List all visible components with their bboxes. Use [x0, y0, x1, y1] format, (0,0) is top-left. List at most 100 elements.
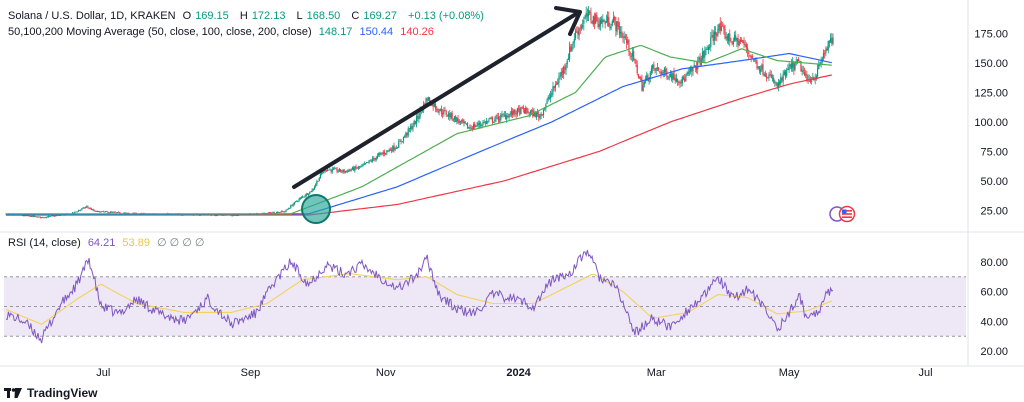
candle-body [709, 47, 711, 48]
candle [826, 46, 828, 52]
candle [716, 31, 718, 42]
candle [89, 207, 91, 210]
rsi-ma-value: 53.89 [122, 237, 150, 249]
candle [526, 107, 528, 115]
candle-body [680, 82, 682, 84]
candle-body [328, 169, 330, 171]
candle-body [124, 212, 126, 214]
candle-body [113, 212, 115, 213]
candle [337, 169, 339, 173]
ma200-value: 140.26 [400, 26, 434, 38]
candle-body [605, 21, 607, 23]
candle [281, 210, 284, 213]
candle [598, 17, 600, 30]
candle [792, 57, 794, 72]
candle [685, 73, 687, 82]
candle [582, 19, 584, 30]
candle-body [725, 37, 727, 38]
candle [561, 67, 564, 79]
candle-body [296, 201, 298, 202]
candle [451, 110, 453, 122]
candle-body [608, 17, 610, 27]
candle-body [540, 113, 542, 117]
candle [550, 90, 552, 103]
candle-body [788, 67, 790, 71]
candle-body [665, 68, 667, 73]
ma100-value: 150.44 [359, 26, 394, 38]
tradingview-brand[interactable]: TradingView [4, 386, 97, 400]
candle-body [455, 116, 457, 123]
candle [802, 66, 804, 75]
candle-body [782, 73, 784, 82]
candle-body [502, 114, 504, 116]
candle [366, 162, 368, 164]
candle-body [580, 26, 583, 29]
candle-body [428, 97, 431, 103]
candle-body [388, 149, 390, 152]
candle-body [572, 42, 574, 45]
us-flag-icon[interactable] [828, 205, 858, 223]
candle-body [355, 166, 357, 168]
candle [774, 79, 776, 87]
candle-body [622, 36, 624, 38]
candle [88, 207, 90, 210]
candle-body [55, 215, 57, 217]
price-tick-label: 100.00 [974, 117, 1008, 129]
candle-body [755, 57, 757, 63]
candle-body [742, 40, 744, 43]
candle [676, 78, 679, 86]
candle-body [535, 112, 537, 118]
candle [399, 138, 401, 142]
candle [680, 79, 682, 87]
annotations [292, 6, 582, 224]
candle [794, 61, 796, 72]
candle [31, 215, 33, 218]
time-tick-label: 2024 [506, 367, 531, 379]
candle-body [784, 71, 787, 77]
candle [820, 56, 822, 68]
candle [410, 123, 412, 133]
candle-body [646, 75, 648, 80]
candle [611, 19, 613, 27]
candle-body [546, 100, 548, 104]
candle-body [50, 215, 52, 217]
candle-body [694, 65, 696, 67]
candle [341, 169, 343, 173]
candle [697, 56, 699, 75]
candle [414, 120, 416, 125]
candle-body [44, 217, 46, 219]
candle-body [372, 158, 374, 162]
symbol-legend: Solana / U.S. Dollar, 1D, KRAKEN O 169.15… [8, 10, 488, 22]
candle [623, 31, 625, 44]
candle-body [560, 71, 562, 77]
candle-body [364, 163, 367, 164]
candle-body [776, 82, 778, 87]
candle-body [305, 193, 307, 197]
candle-body [337, 171, 339, 173]
candle-body [750, 56, 752, 58]
candle-body [756, 61, 758, 69]
candle [318, 177, 320, 182]
candle [744, 40, 746, 48]
time-tick-label: May [779, 367, 800, 379]
candle-body [559, 76, 561, 77]
candle [116, 212, 119, 213]
candle-body [306, 193, 308, 195]
candle-body [597, 20, 599, 27]
candle [730, 37, 732, 43]
candle [687, 67, 689, 77]
candle [500, 113, 502, 123]
candle [625, 33, 628, 49]
candle-body [649, 72, 651, 79]
candle [264, 212, 266, 214]
candle [782, 70, 784, 86]
candle [832, 33, 834, 46]
candle-body [290, 205, 292, 208]
candle-body [640, 77, 642, 80]
candle-body [471, 128, 473, 130]
candle [380, 152, 382, 156]
candle [102, 210, 104, 213]
candle-body [729, 33, 731, 42]
candle-body [318, 178, 320, 182]
